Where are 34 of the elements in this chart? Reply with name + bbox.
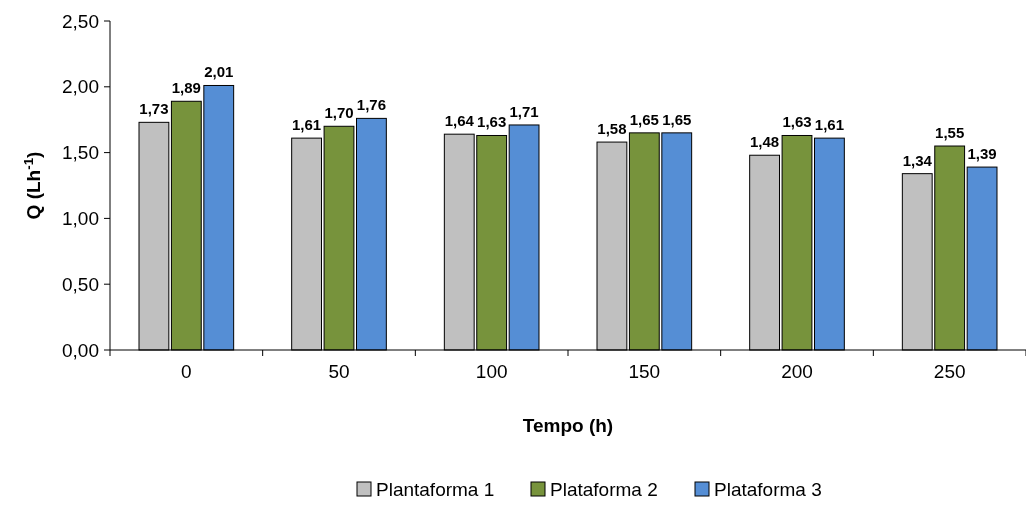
data-label: 1,71 bbox=[509, 102, 539, 120]
data-label: 1,58 bbox=[597, 120, 627, 138]
x-tick-label: 100 bbox=[475, 361, 508, 382]
x-axis-title: Tempo (h) bbox=[522, 415, 614, 436]
data-label: 1,64 bbox=[444, 112, 475, 130]
y-tick-label: 2,00 bbox=[62, 76, 99, 98]
data-label: 1,70 bbox=[324, 104, 354, 122]
legend-label: Plantaforma 1 bbox=[376, 479, 495, 500]
y-tick-label: 1,00 bbox=[62, 208, 99, 230]
y-tick-label: 0,50 bbox=[62, 273, 99, 295]
x-tick-label: 200 bbox=[781, 361, 813, 382]
y-tick-label: 2,50 bbox=[62, 10, 99, 32]
x-tick-label: 150 bbox=[628, 361, 661, 382]
data-label: 1,48 bbox=[749, 133, 780, 151]
data-label: 1,73 bbox=[139, 100, 169, 118]
x-tick-label: 250 bbox=[933, 361, 966, 382]
legend-label: Plataforma 3 bbox=[714, 479, 822, 500]
data-label: 1,65 bbox=[662, 110, 692, 128]
data-label: 1,63 bbox=[477, 113, 507, 131]
data-label: 1,55 bbox=[935, 124, 965, 142]
y-tick-label: 0,00 bbox=[62, 339, 99, 361]
data-label: 1,76 bbox=[356, 96, 387, 114]
x-tick-label: 0 bbox=[181, 361, 192, 382]
data-label: 2,01 bbox=[204, 63, 234, 81]
data-label: 1,65 bbox=[629, 110, 659, 128]
legend-label: Plataforma 2 bbox=[550, 479, 658, 500]
data-label: 1,89 bbox=[171, 79, 201, 97]
data-label: 1,34 bbox=[902, 151, 933, 169]
x-tick-label: 50 bbox=[328, 361, 350, 382]
data-label: 1,63 bbox=[782, 113, 812, 131]
y-tick-label: 1,50 bbox=[62, 142, 99, 164]
data-label: 1,39 bbox=[967, 145, 997, 163]
data-label: 1,61 bbox=[291, 116, 322, 134]
data-label: 1,61 bbox=[814, 116, 845, 134]
